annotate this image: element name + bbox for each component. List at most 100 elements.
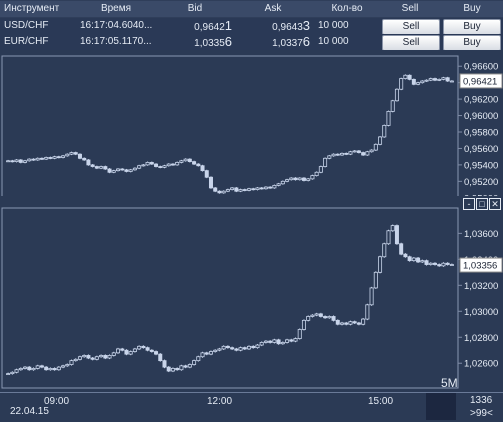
- sell-button[interactable]: Sell: [382, 35, 440, 51]
- candle-body: [432, 262, 437, 265]
- candle-body: [314, 171, 319, 176]
- y-tick-label: 1,02800: [464, 333, 498, 344]
- candle-body: [242, 347, 247, 350]
- candle-body: [6, 160, 11, 163]
- candle-body: [116, 348, 121, 354]
- candle-body: [77, 356, 82, 360]
- instrument-name: USD/CHF: [4, 20, 49, 31]
- candle-body: [111, 170, 116, 173]
- candle-body: [280, 342, 285, 345]
- candle-body: [263, 186, 268, 190]
- candle-body: [428, 78, 433, 81]
- y-tick-label: 0,95800: [464, 128, 498, 139]
- table-row[interactable]: USD/CHF 16:17:04.6040... 0,96421 0,96433…: [0, 18, 503, 35]
- header-quantity[interactable]: Кол-во: [331, 3, 363, 14]
- candle-body: [208, 176, 213, 189]
- candle-body: [365, 151, 370, 156]
- candle-body: [437, 78, 442, 81]
- candle-body: [120, 348, 125, 351]
- candle-body: [56, 366, 61, 371]
- candle-body: [339, 322, 344, 325]
- candle-body: [259, 342, 264, 346]
- candle-body: [230, 187, 235, 190]
- candle-body: [407, 74, 412, 80]
- buy-button[interactable]: Buy: [443, 35, 501, 51]
- candle-body: [263, 340, 268, 343]
- usdchf-chart-panel[interactable]: 0,966000,964000,962000,960000,958000,956…: [0, 50, 503, 212]
- candle-body: [99, 166, 104, 169]
- header-sell[interactable]: Sell: [401, 3, 419, 14]
- candle-body: [94, 356, 99, 360]
- candle-body: [268, 340, 273, 343]
- sell-button[interactable]: Sell: [382, 19, 440, 35]
- candle-body: [27, 158, 32, 162]
- candle-body: [306, 316, 311, 321]
- candle-body: [234, 348, 239, 351]
- candle-body: [128, 351, 133, 355]
- candle-body: [416, 82, 421, 85]
- candle-body: [39, 365, 44, 368]
- maximize-icon[interactable]: □: [476, 198, 488, 210]
- header-ask[interactable]: Ask: [264, 3, 282, 14]
- axis-highlight: [426, 393, 456, 420]
- candle-body: [217, 190, 222, 194]
- header-time[interactable]: Время: [100, 3, 132, 14]
- candle-body: [276, 339, 281, 345]
- candle-body: [403, 74, 408, 79]
- eurchf-chart[interactable]: 1,036001,034001,032001,030001,028001,026…: [0, 196, 503, 392]
- usdchf-chart[interactable]: 0,966000,964000,962000,960000,958000,956…: [0, 50, 503, 212]
- current-price-label: 1,03356: [463, 261, 497, 272]
- candle-body: [225, 345, 230, 349]
- candle-body: [390, 100, 395, 112]
- y-tick-label: 1,02600: [464, 359, 498, 370]
- candle-body: [166, 366, 171, 372]
- candle-body: [183, 158, 188, 162]
- candle-body: [399, 78, 404, 90]
- candle-body: [323, 316, 328, 319]
- candle-body: [141, 345, 146, 349]
- candle-body: [132, 348, 137, 352]
- candle-body: [65, 153, 70, 157]
- table-row[interactable]: EUR/CHF 16:17:05.1170... 1,03356 1,03376…: [0, 34, 503, 51]
- candle-body: [378, 256, 383, 273]
- candle-body: [69, 152, 74, 155]
- candle-body: [69, 360, 74, 365]
- candle-body: [31, 158, 36, 161]
- y-tick-label: 0,95600: [464, 144, 498, 155]
- candle-body: [61, 365, 66, 368]
- candle-body: [424, 260, 429, 265]
- candle-body: [238, 347, 243, 351]
- candle-body: [137, 345, 142, 350]
- candle-body: [221, 190, 226, 194]
- x-tick: 15:00: [368, 396, 394, 407]
- current-price-box: [459, 257, 503, 273]
- candle-body: [137, 165, 142, 169]
- candle-body: [52, 368, 57, 371]
- candle-body: [204, 352, 209, 355]
- candle-body: [369, 287, 374, 306]
- time-axis[interactable]: 09:00 12:00 15:00: [0, 392, 503, 422]
- ask-price: 1,03376: [236, 34, 310, 50]
- header-buy[interactable]: Buy: [463, 3, 481, 14]
- candle-body: [437, 264, 442, 267]
- candle-body: [403, 253, 408, 258]
- candle-body: [10, 371, 15, 375]
- candle-body: [356, 322, 361, 325]
- candle-body: [394, 88, 399, 102]
- quote-time: 16:17:05.1170...: [80, 36, 152, 47]
- ask-pip: 6: [302, 34, 310, 49]
- candle-body: [14, 159, 19, 163]
- header-instrument[interactable]: Инструмент: [4, 3, 60, 14]
- candle-body: [293, 177, 298, 181]
- header-bid[interactable]: Bid: [187, 3, 203, 14]
- candle-body: [116, 168, 121, 172]
- candle-body: [247, 188, 252, 191]
- eurchf-chart-panel[interactable]: 1,036001,034001,032001,030001,028001,026…: [0, 196, 503, 392]
- buy-button[interactable]: Buy: [443, 19, 501, 35]
- candle-body: [272, 185, 277, 189]
- candle-body: [77, 153, 82, 159]
- candle-body: [445, 262, 450, 265]
- minimize-icon[interactable]: -: [463, 198, 475, 210]
- close-icon[interactable]: ✕: [489, 198, 501, 210]
- candle-body: [213, 349, 218, 352]
